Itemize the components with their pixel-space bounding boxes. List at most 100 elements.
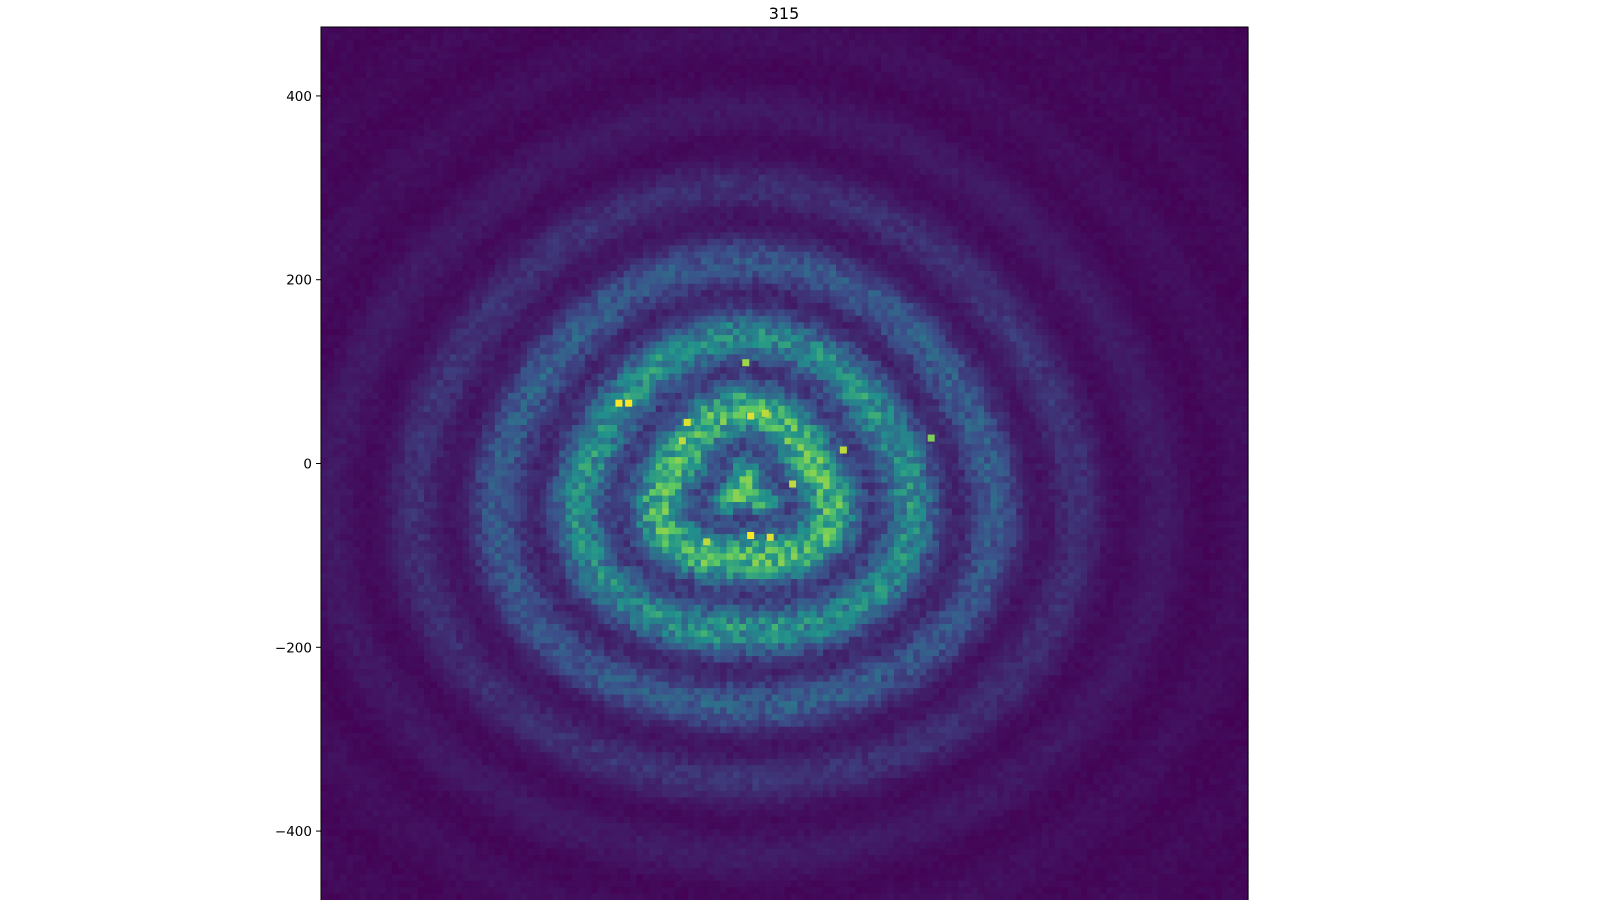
heatmap-cell bbox=[1241, 219, 1249, 227]
heatmap-cell bbox=[527, 238, 535, 246]
heatmap-cell bbox=[900, 116, 908, 124]
heatmap-cell bbox=[1157, 232, 1165, 240]
heatmap-cell bbox=[1183, 84, 1191, 92]
heatmap-cell bbox=[591, 142, 599, 150]
heatmap-cell bbox=[1235, 142, 1243, 150]
heatmap-cell bbox=[797, 129, 805, 137]
heatmap-cell bbox=[958, 155, 966, 163]
heatmap-cell bbox=[1093, 39, 1101, 47]
heatmap-cell bbox=[456, 245, 464, 253]
heatmap-cell bbox=[469, 91, 477, 99]
heatmap-cell bbox=[1042, 110, 1050, 118]
heatmap-cell bbox=[758, 97, 766, 105]
heatmap-cell bbox=[1003, 206, 1011, 214]
heatmap-cell bbox=[1106, 155, 1114, 163]
heatmap-cell bbox=[1067, 71, 1075, 79]
heatmap-cell bbox=[681, 232, 689, 240]
heatmap-cell bbox=[874, 65, 882, 73]
heatmap-cell bbox=[1170, 116, 1178, 124]
heatmap-cell bbox=[964, 142, 972, 150]
heatmap-cell bbox=[366, 104, 374, 112]
heatmap-cell bbox=[385, 33, 393, 41]
heatmap-cell bbox=[1093, 110, 1101, 118]
heatmap-cell bbox=[591, 65, 599, 73]
heatmap-cell bbox=[1048, 39, 1056, 47]
heatmap-cell bbox=[868, 219, 876, 227]
heatmap-cell bbox=[778, 33, 786, 41]
heatmap-cell bbox=[1003, 161, 1011, 169]
heatmap-cell bbox=[784, 39, 792, 47]
heatmap-cell bbox=[533, 136, 541, 144]
heatmap-cell bbox=[1099, 219, 1107, 227]
heatmap-cell bbox=[836, 161, 844, 169]
heatmap-cell bbox=[1035, 97, 1043, 105]
heatmap-cell bbox=[855, 136, 863, 144]
heatmap-cell bbox=[649, 232, 657, 240]
heatmap-cell bbox=[810, 39, 818, 47]
heatmap-cell bbox=[1080, 104, 1088, 112]
heatmap-cell bbox=[1138, 116, 1146, 124]
heatmap-cell bbox=[745, 97, 753, 105]
heatmap-cell bbox=[829, 187, 837, 195]
heatmap-cell bbox=[597, 225, 605, 234]
heatmap-cell bbox=[996, 129, 1004, 137]
heatmap-cell bbox=[346, 71, 354, 79]
heatmap-cell bbox=[604, 213, 612, 221]
heatmap-cell bbox=[475, 123, 483, 131]
heatmap-cell bbox=[893, 219, 901, 227]
heatmap-cell bbox=[932, 219, 940, 227]
heatmap-cell bbox=[861, 59, 869, 67]
heatmap-cell bbox=[700, 104, 708, 112]
heatmap-cell bbox=[932, 193, 940, 201]
heatmap-cell bbox=[700, 206, 708, 214]
heatmap-cell bbox=[655, 213, 663, 221]
heatmap-cell bbox=[494, 123, 502, 131]
heatmap-cell bbox=[1183, 91, 1191, 99]
heatmap-cell bbox=[1009, 123, 1017, 131]
heatmap-cell bbox=[687, 71, 695, 79]
heatmap-cell bbox=[501, 245, 509, 253]
heatmap-cell bbox=[842, 46, 850, 54]
heatmap-cell bbox=[327, 161, 335, 169]
heatmap-cell bbox=[1125, 181, 1133, 189]
heatmap-cell bbox=[694, 91, 702, 99]
heatmap-cell bbox=[1003, 213, 1011, 221]
heatmap-cell bbox=[346, 187, 354, 195]
heatmap-cell bbox=[855, 59, 863, 67]
heatmap-cell bbox=[1222, 104, 1230, 112]
heatmap-cell bbox=[494, 181, 502, 189]
heatmap-cell bbox=[1222, 110, 1230, 118]
heatmap-cell bbox=[739, 59, 747, 67]
heatmap-cell bbox=[1190, 78, 1198, 86]
heatmap-cell bbox=[1042, 142, 1050, 150]
heatmap-cell bbox=[893, 129, 901, 137]
heatmap-cell bbox=[507, 206, 515, 214]
heatmap-cell bbox=[990, 78, 998, 86]
heatmap-cell bbox=[1119, 65, 1127, 73]
heatmap-cell bbox=[1209, 91, 1217, 99]
heatmap-cell bbox=[404, 104, 412, 112]
heatmap-cell bbox=[642, 187, 650, 195]
heatmap-cell bbox=[359, 219, 367, 227]
heatmap-cell bbox=[1138, 46, 1146, 54]
heatmap-cell bbox=[1183, 213, 1191, 221]
heatmap-cell bbox=[939, 46, 947, 54]
heatmap-cell bbox=[449, 97, 457, 105]
heatmap-cell bbox=[327, 148, 335, 156]
heatmap-cell bbox=[1138, 142, 1146, 150]
heatmap-cell bbox=[559, 206, 567, 214]
heatmap-cell bbox=[385, 71, 393, 79]
heatmap-cell bbox=[591, 206, 599, 214]
heatmap-cell bbox=[366, 71, 374, 79]
heatmap-cell bbox=[713, 193, 721, 201]
heatmap-cell bbox=[321, 71, 329, 79]
heatmap-cell bbox=[1048, 91, 1056, 99]
heatmap-cell bbox=[996, 84, 1004, 92]
heatmap-cell bbox=[533, 65, 541, 73]
heatmap-cell bbox=[739, 174, 747, 182]
heatmap-cell bbox=[359, 123, 367, 131]
heatmap-cell bbox=[443, 27, 451, 35]
heatmap-cell bbox=[417, 136, 425, 144]
heatmap-cell bbox=[617, 187, 625, 195]
heatmap-cell bbox=[932, 155, 940, 163]
